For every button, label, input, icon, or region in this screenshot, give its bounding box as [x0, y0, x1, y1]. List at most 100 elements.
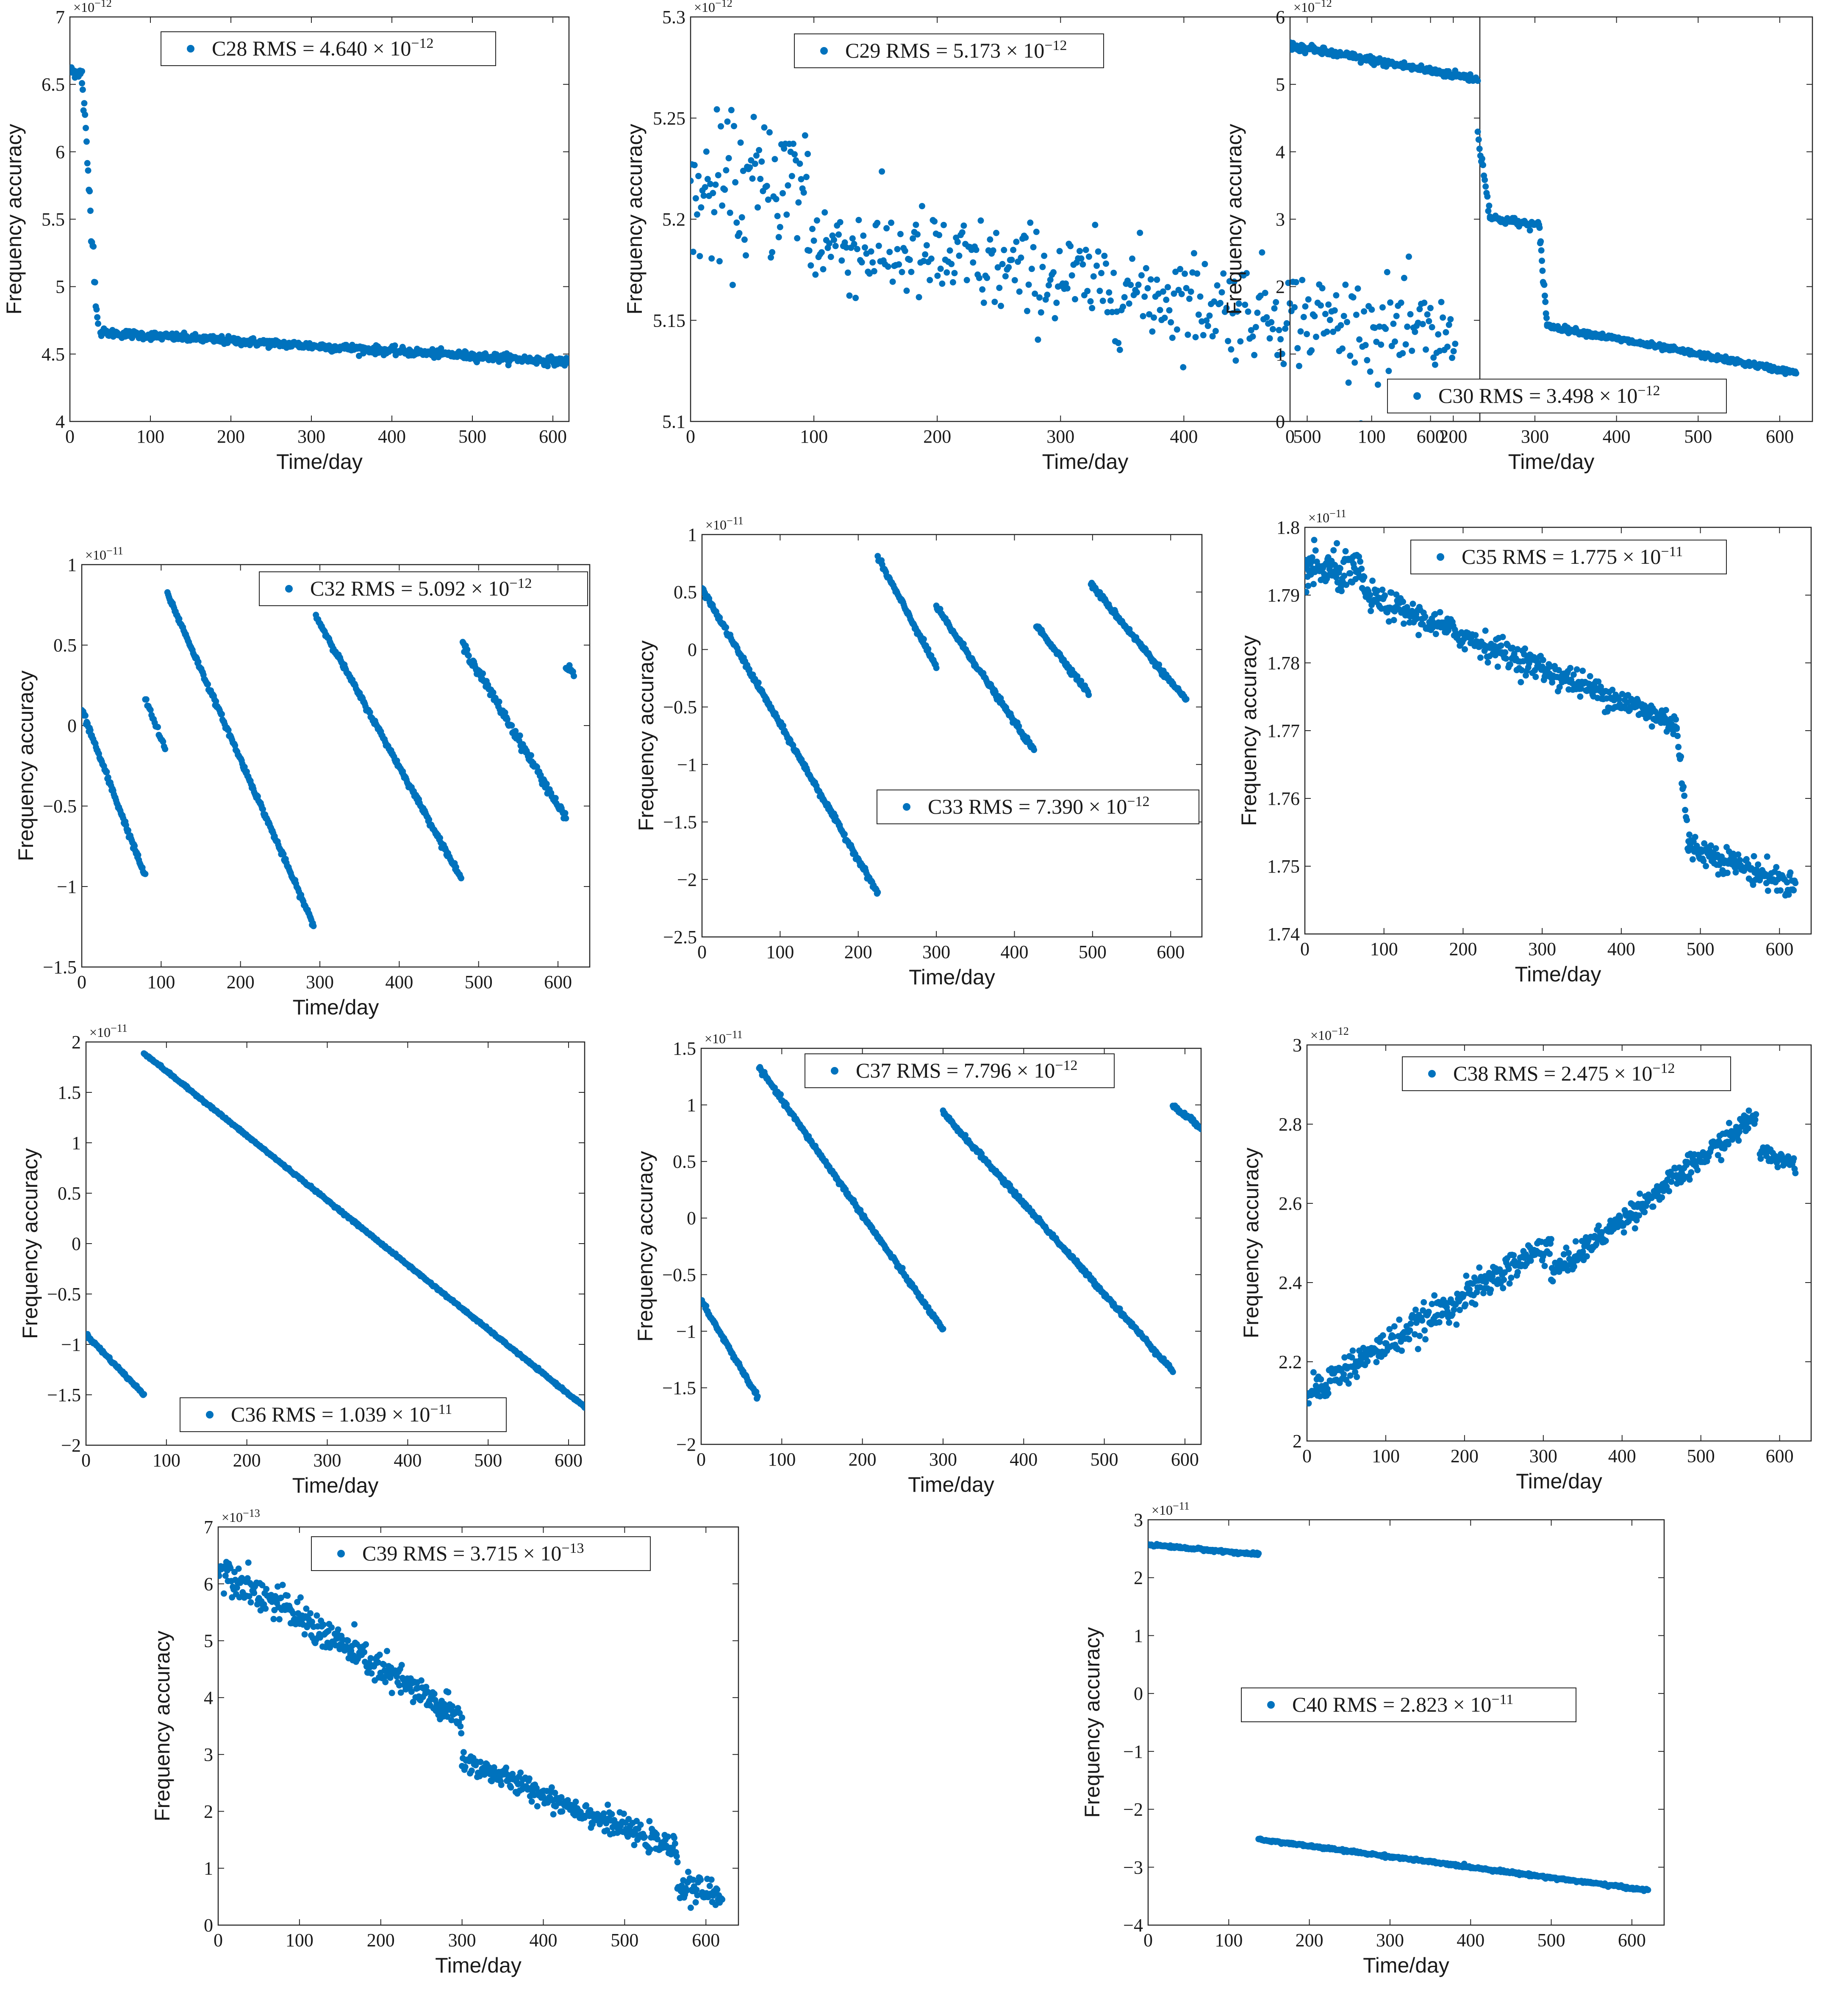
data-point: [1279, 350, 1285, 357]
data-point: [1435, 331, 1442, 338]
data-point: [1204, 322, 1211, 329]
data-point: [490, 689, 497, 696]
data-point: [1484, 193, 1491, 200]
data-point: [1684, 817, 1690, 823]
x-axis-label: Time/day: [292, 1474, 379, 1497]
data-point: [1374, 587, 1381, 594]
data-point: [1046, 282, 1052, 288]
y-tick-label: −1: [61, 1334, 81, 1355]
y-tick-label: −2: [61, 1435, 81, 1456]
y-axis-label: Frequency accuracy: [634, 640, 658, 831]
data-point: [1357, 558, 1364, 565]
data-point: [723, 167, 730, 174]
data-point: [728, 107, 735, 114]
data-point: [1135, 281, 1142, 288]
data-point: [977, 217, 984, 224]
data-point: [1480, 162, 1486, 169]
data-point: [141, 1391, 147, 1398]
data-point: [1662, 715, 1668, 721]
data-point: [1228, 346, 1235, 353]
x-tick-label: 300: [297, 426, 325, 447]
data-point: [897, 231, 904, 238]
data-point: [1248, 327, 1254, 334]
data-point: [79, 86, 86, 93]
data-point: [993, 230, 999, 236]
data-point: [1024, 308, 1030, 314]
data-point: [724, 118, 731, 125]
data-point: [703, 148, 710, 155]
data-point: [1104, 309, 1111, 316]
data-point: [1095, 248, 1102, 255]
data-point: [1257, 292, 1264, 299]
data-point: [426, 816, 433, 823]
data-point: [1532, 673, 1539, 680]
data-point: [1177, 266, 1184, 272]
data-point: [1526, 660, 1532, 667]
data-point: [1084, 288, 1091, 294]
data-point: [1305, 582, 1312, 589]
data-point: [1156, 661, 1163, 668]
data-point: [753, 152, 760, 159]
data-point: [1379, 304, 1386, 311]
data-point: [1539, 258, 1545, 264]
data-point: [994, 264, 1001, 271]
y-tick-label: −1.5: [47, 1385, 81, 1405]
data-point: [1231, 278, 1238, 285]
data-point: [465, 652, 472, 659]
data-point: [1387, 299, 1394, 306]
data-point: [1300, 314, 1307, 320]
data-point: [737, 139, 744, 146]
data-point: [1777, 887, 1784, 894]
data-point: [1422, 613, 1429, 620]
legend-box: [161, 31, 496, 66]
data-point: [1115, 340, 1122, 346]
data-point: [527, 752, 534, 759]
data-point: [1692, 834, 1698, 840]
x-tick-label: 100: [1358, 426, 1386, 447]
data-point: [1195, 311, 1202, 318]
y-tick-label: 5.15: [653, 310, 685, 331]
y-tick-label: 1.77: [1267, 720, 1300, 741]
data-point: [1337, 565, 1343, 572]
data-point: [1325, 301, 1332, 308]
data-point: [708, 255, 715, 262]
data-point: [841, 239, 848, 246]
data-point: [1183, 696, 1190, 703]
data-point: [1430, 354, 1437, 361]
data-point: [1540, 657, 1546, 663]
data-point: [1332, 562, 1338, 568]
x-tick-label: 300: [1521, 426, 1549, 447]
data-point: [835, 231, 842, 238]
legend-label: C35 RMS = 1.775 × 10−11: [1462, 544, 1683, 568]
data-point: [869, 259, 876, 266]
data-point: [1002, 273, 1009, 280]
chart-c35: 0 100 200 300 400 500 6001.741.751.761.771.781…: [1237, 507, 1812, 986]
data-point: [713, 106, 720, 113]
data-point: [1201, 260, 1208, 267]
data-point: [1340, 313, 1347, 319]
data-point: [979, 286, 986, 293]
data-point: [928, 255, 935, 262]
data-point: [1443, 329, 1449, 335]
data-point: [1423, 346, 1429, 353]
y-tick-label: −1: [676, 1321, 696, 1342]
y-tick-label: 1.5: [58, 1082, 81, 1103]
data-point: [543, 781, 550, 787]
data-point: [783, 211, 790, 218]
data-points: [1290, 39, 1799, 377]
y-tick-label: 0: [688, 639, 697, 660]
x-tick-label: 0: [77, 972, 86, 992]
data-point: [902, 247, 908, 254]
data-point: [1085, 692, 1092, 698]
data-point: [1180, 364, 1187, 371]
data-point: [125, 827, 131, 834]
data-point: [1518, 667, 1525, 673]
data-point: [757, 176, 764, 182]
data-point: [1421, 299, 1428, 306]
legend-box: [794, 33, 1104, 68]
data-point: [1053, 299, 1060, 306]
data-point: [1400, 598, 1406, 605]
y-tick-label: −1.5: [43, 957, 77, 978]
data-point: [1342, 281, 1349, 288]
data-point: [838, 257, 845, 264]
